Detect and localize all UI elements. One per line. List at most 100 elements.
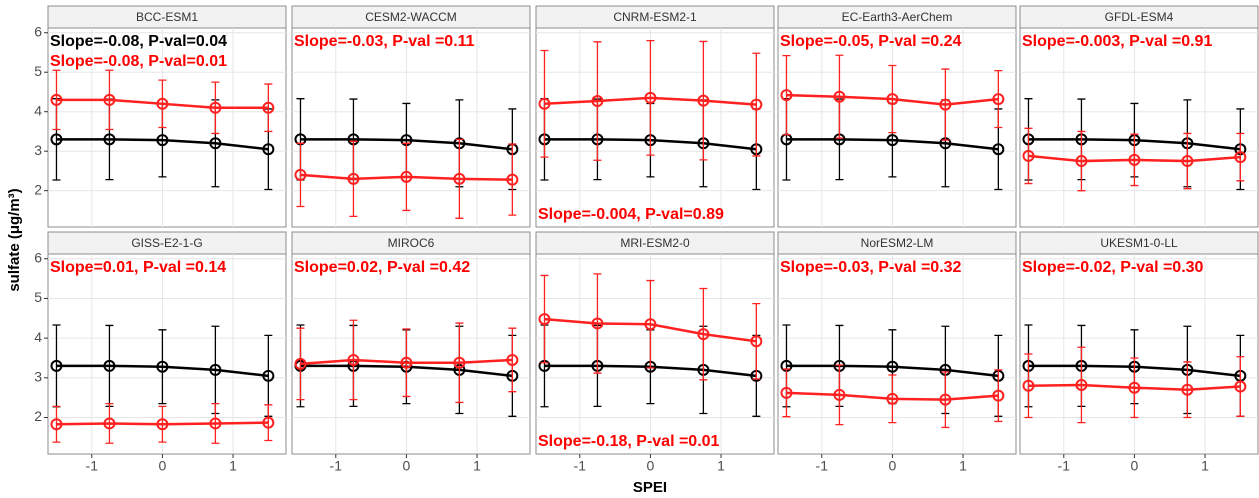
error-bar	[211, 81, 220, 135]
panel-background	[535, 253, 775, 455]
x-tick-label: -1	[574, 458, 587, 474]
error-bar	[540, 274, 549, 364]
error-bar	[349, 319, 358, 401]
point	[262, 369, 275, 382]
annotation: Slope=-0.03, P-val =0.32	[780, 259, 962, 276]
error-bar	[752, 302, 761, 380]
point	[750, 335, 763, 348]
error-bar	[105, 69, 114, 131]
point	[209, 417, 222, 430]
error-bar	[888, 64, 897, 134]
y-tick-label: 5	[34, 289, 42, 305]
point	[156, 134, 169, 147]
error-bar	[264, 404, 273, 442]
panel-title: NorESM2-LM	[861, 236, 934, 250]
error-bar	[1024, 127, 1033, 185]
point	[992, 143, 1005, 156]
error-bar	[782, 54, 791, 136]
error-bar	[699, 40, 708, 161]
error-bar	[782, 368, 791, 418]
point	[453, 172, 466, 185]
error-bar	[835, 54, 844, 139]
point	[1022, 379, 1035, 392]
point	[591, 95, 604, 108]
error-bar	[52, 69, 61, 131]
error-bar	[1236, 356, 1245, 417]
annotation: Slope=-0.08, P-val=0.04	[50, 33, 227, 50]
error-bar	[508, 327, 517, 393]
panel-background	[777, 27, 1017, 228]
panel-title: GISS-E2-1-G	[131, 236, 202, 250]
point	[538, 313, 551, 326]
error-bar	[402, 142, 411, 212]
x-axis-label: SPEI	[633, 479, 667, 496]
point	[780, 386, 793, 399]
point	[294, 357, 307, 370]
point	[1234, 151, 1247, 164]
error-bar	[1077, 346, 1086, 424]
panel-background	[535, 27, 775, 228]
error-bar	[941, 371, 950, 429]
point	[103, 93, 116, 106]
annotation: Slope=-0.004, P-val=0.89	[538, 206, 724, 223]
panel-background	[1019, 253, 1259, 455]
point	[1181, 383, 1194, 396]
y-tick-label: 4	[34, 102, 42, 118]
point	[833, 388, 846, 401]
error-bar	[105, 402, 114, 444]
error-bar	[1183, 132, 1192, 190]
point	[209, 101, 222, 114]
error-bar	[455, 138, 464, 219]
error-bar	[888, 374, 897, 424]
panel-title: MRI-ESM2-0	[620, 236, 690, 250]
x-tick-label: 1	[1201, 458, 1209, 474]
panel-title: UKESM1-0-LL	[1100, 236, 1178, 250]
point	[506, 173, 519, 186]
error-bar	[1024, 353, 1033, 419]
point	[262, 416, 275, 429]
point	[506, 353, 519, 366]
x-tick-label: -1	[816, 458, 829, 474]
point	[50, 93, 63, 106]
error-bar	[296, 142, 305, 208]
point	[886, 93, 899, 106]
error-bar	[1183, 361, 1192, 419]
annotation: Slope=-0.02, P-val =0.30	[1022, 259, 1204, 276]
point	[992, 389, 1005, 402]
y-tick-label: 6	[34, 23, 42, 39]
error-bar	[994, 369, 1003, 423]
error-bar	[593, 273, 602, 374]
y-tick-label: 3	[34, 369, 42, 385]
point	[1128, 153, 1141, 166]
annotation: Slope=0.01, P-val =0.14	[50, 259, 226, 276]
error-bar	[994, 69, 1003, 129]
point	[453, 356, 466, 369]
panel-background	[291, 253, 531, 455]
error-bar	[1077, 130, 1086, 192]
error-bar	[158, 79, 167, 129]
x-tick-label: 1	[473, 458, 481, 474]
x-tick-label: 0	[1131, 458, 1139, 474]
y-tick-label: 6	[34, 249, 42, 265]
error-bar	[646, 39, 655, 156]
annotation: Slope=-0.003, P-val =0.91	[1022, 33, 1212, 50]
point	[538, 97, 551, 110]
point	[50, 133, 63, 146]
x-tick-label: 0	[647, 458, 655, 474]
panel-background	[1019, 27, 1259, 228]
point	[1075, 155, 1088, 168]
point	[750, 98, 763, 111]
error-bar	[646, 279, 655, 369]
x-tick-label: -1	[330, 458, 343, 474]
error-bar	[835, 364, 844, 426]
point	[347, 172, 360, 185]
x-tick-label: -1	[1058, 458, 1071, 474]
panel-background	[47, 27, 287, 228]
point	[886, 134, 899, 147]
point	[697, 94, 710, 107]
point	[644, 91, 657, 104]
panel-background	[291, 27, 531, 228]
point	[262, 101, 275, 114]
annotation: Slope=0.02, P-val =0.42	[294, 259, 470, 276]
